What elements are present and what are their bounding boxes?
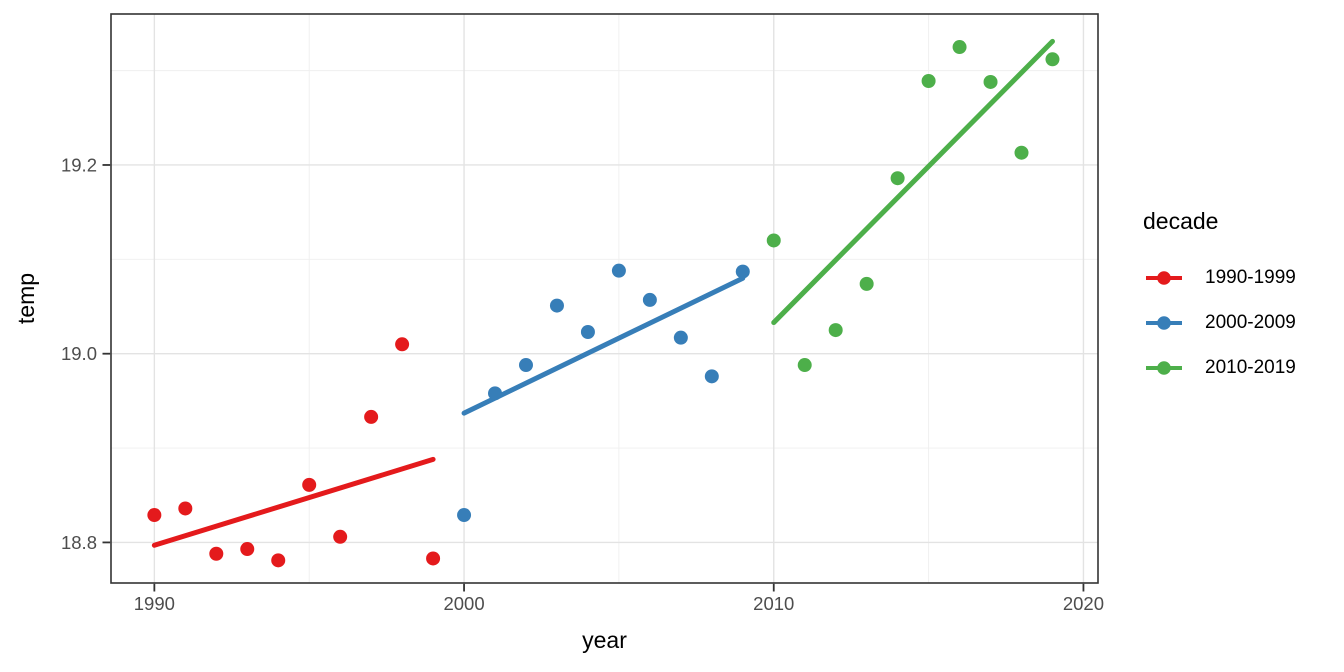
data-point — [704, 369, 719, 384]
x-tick-label: 1990 — [134, 593, 175, 614]
data-point — [766, 233, 781, 248]
data-point — [952, 40, 967, 55]
x-axis-title: year — [582, 627, 627, 653]
data-point — [271, 553, 286, 568]
data-point — [797, 358, 812, 373]
x-tick-label: 2010 — [753, 593, 794, 614]
data-point — [364, 409, 379, 424]
x-tick-label: 2020 — [1063, 593, 1104, 614]
data-point — [828, 323, 843, 338]
data-point — [859, 276, 874, 291]
x-tick-label: 2000 — [443, 593, 484, 614]
data-point — [580, 324, 595, 339]
data-point — [302, 477, 317, 492]
data-point — [457, 508, 472, 523]
panel-border — [110, 13, 1099, 584]
data-point — [178, 501, 193, 516]
data-point — [147, 508, 162, 523]
data-point — [488, 386, 503, 401]
data-point — [518, 358, 533, 373]
y-tick-label: 19.0 — [61, 343, 97, 364]
data-point — [549, 298, 564, 313]
data-point — [673, 330, 688, 345]
trend-line — [771, 38, 1055, 326]
data-point — [890, 171, 905, 186]
data-point — [642, 292, 657, 307]
y-axis-title: temp — [13, 273, 39, 324]
data-point — [1045, 52, 1060, 67]
trend-line — [151, 456, 436, 548]
data-point — [240, 542, 255, 557]
data-point — [921, 73, 936, 88]
data-point — [426, 551, 441, 566]
data-point — [735, 264, 750, 279]
data-point — [333, 529, 348, 544]
y-tick-label: 19.2 — [61, 154, 97, 175]
y-tick-label: 18.8 — [61, 532, 97, 553]
data-point — [611, 263, 626, 278]
data-point — [1014, 145, 1029, 160]
data-point — [209, 546, 224, 561]
data-point — [395, 337, 410, 352]
data-point — [983, 74, 998, 89]
trend-line — [461, 275, 746, 416]
